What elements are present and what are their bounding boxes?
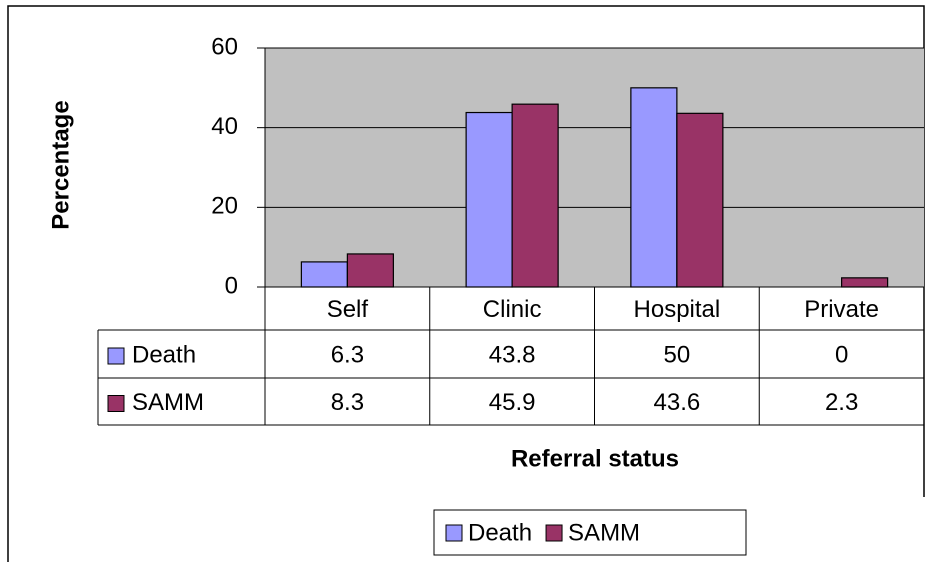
bar [465, 111, 513, 288]
bar [676, 112, 724, 288]
table-cell: 2.3 [825, 389, 858, 416]
y-axis-label: Percentage [47, 100, 74, 229]
table-cell: 0 [835, 341, 848, 368]
y-tick-label: 40 [211, 113, 238, 140]
legend-key [107, 395, 125, 412]
bar [346, 253, 394, 288]
y-tick-label: 60 [211, 33, 238, 60]
table-cell: 43.8 [489, 341, 536, 368]
legend-key [445, 524, 463, 542]
x-axis-label: Referral status [511, 445, 679, 472]
legend-key [545, 524, 563, 542]
legend-box [433, 509, 747, 556]
table-cell: 43.6 [654, 389, 701, 416]
legend-label: SAMM [568, 519, 640, 546]
row-label: Death [132, 341, 196, 368]
legend-label: Death [468, 519, 532, 546]
table-cell: 8.3 [331, 389, 364, 416]
x-tick-label: Clinic [483, 296, 542, 323]
x-tick-label: Self [327, 296, 369, 323]
x-tick-label: Private [804, 296, 879, 323]
y-tick-label: 20 [211, 193, 238, 220]
bar [841, 277, 889, 288]
bar [300, 261, 348, 288]
y-tick-label: 0 [225, 272, 238, 299]
row-label: SAMM [132, 389, 204, 416]
legend-key [107, 347, 125, 365]
bar [630, 87, 678, 288]
table-cell: 6.3 [331, 341, 364, 368]
table-cell: 50 [664, 341, 691, 368]
bar [511, 103, 559, 288]
table-cell: 45.9 [489, 389, 536, 416]
x-tick-label: Hospital [634, 296, 721, 323]
plot-area [265, 48, 924, 287]
